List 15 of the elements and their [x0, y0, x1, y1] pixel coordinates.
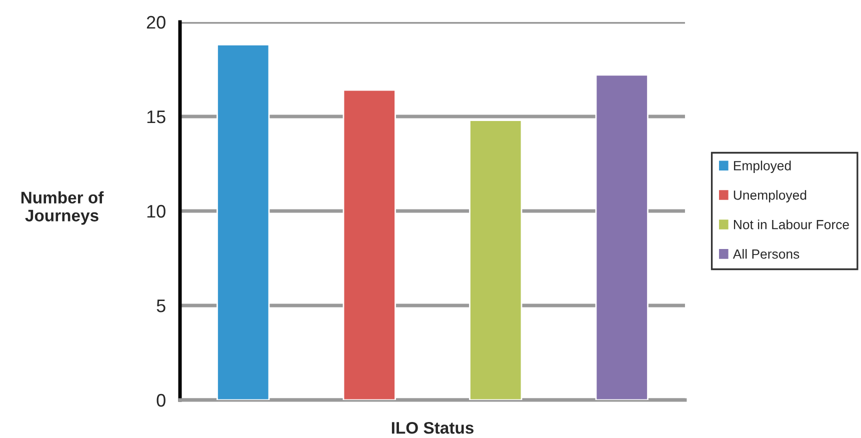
- y-tick-label: 10: [147, 204, 166, 218]
- y-tick-label: 0: [156, 394, 166, 407]
- y-tick-label: 15: [147, 110, 166, 124]
- bar: [216, 44, 270, 400]
- x-axis-title: ILO Status: [392, 422, 474, 434]
- bar: [595, 74, 648, 400]
- legend-label: Employed: [734, 160, 791, 173]
- bar: [342, 89, 396, 400]
- bar: [469, 120, 522, 400]
- legend-label: Not in Labour Force: [734, 220, 849, 230]
- legend-label: All Persons: [732, 249, 800, 259]
- y-tick-label: 20: [146, 16, 166, 29]
- y-tick-label: 5: [156, 300, 166, 312]
- y-axis-title: Number of Journeys: [21, 191, 104, 225]
- legend-label: Unemployed: [734, 190, 806, 202]
